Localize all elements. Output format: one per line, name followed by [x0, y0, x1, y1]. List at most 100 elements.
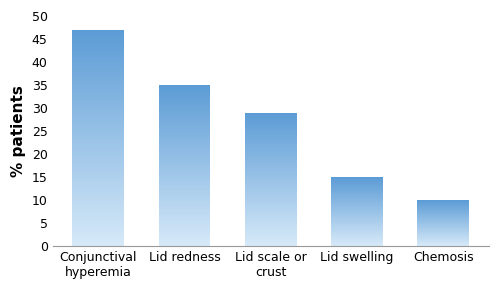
Bar	[158, 102, 210, 103]
Bar	[331, 226, 383, 227]
Bar	[158, 94, 210, 95]
Bar	[245, 147, 296, 148]
Bar	[72, 162, 124, 163]
Bar	[72, 62, 124, 64]
Bar	[245, 135, 296, 136]
Bar	[245, 238, 296, 239]
Bar	[245, 180, 296, 181]
Bar	[72, 186, 124, 188]
Bar	[72, 129, 124, 130]
Bar	[72, 174, 124, 175]
Bar	[245, 144, 296, 145]
Bar	[245, 155, 296, 156]
Bar	[72, 144, 124, 146]
Bar	[72, 90, 124, 92]
Bar	[245, 218, 296, 219]
Bar	[158, 126, 210, 127]
Bar	[158, 230, 210, 231]
Bar	[158, 239, 210, 240]
Bar	[72, 93, 124, 94]
Bar	[158, 238, 210, 239]
Bar	[331, 217, 383, 218]
Bar	[72, 163, 124, 164]
Bar	[158, 138, 210, 139]
Bar	[72, 74, 124, 75]
Bar	[158, 173, 210, 174]
Bar	[158, 129, 210, 130]
Bar	[158, 180, 210, 181]
Bar	[72, 88, 124, 89]
Bar	[72, 52, 124, 54]
Bar	[158, 118, 210, 119]
Bar	[245, 222, 296, 223]
Bar	[158, 182, 210, 183]
Bar	[245, 213, 296, 214]
Bar	[158, 165, 210, 166]
Bar	[72, 156, 124, 157]
Bar	[158, 194, 210, 195]
Bar	[245, 175, 296, 176]
Bar	[245, 199, 296, 200]
Bar	[158, 168, 210, 169]
Bar	[72, 152, 124, 153]
Bar	[245, 185, 296, 186]
Bar	[72, 178, 124, 179]
Bar	[158, 157, 210, 158]
Bar	[72, 192, 124, 193]
Bar	[72, 234, 124, 235]
Bar	[72, 60, 124, 61]
Bar	[245, 181, 296, 182]
Bar	[72, 164, 124, 165]
Bar	[72, 226, 124, 228]
Bar	[158, 227, 210, 228]
Bar	[72, 189, 124, 190]
Bar	[72, 97, 124, 98]
Bar	[245, 120, 296, 121]
Bar	[158, 214, 210, 215]
Bar	[245, 167, 296, 168]
Bar	[72, 125, 124, 126]
Bar	[245, 141, 296, 142]
Bar	[158, 229, 210, 230]
Bar	[72, 82, 124, 83]
Bar	[72, 230, 124, 231]
Bar	[72, 150, 124, 151]
Bar	[245, 125, 296, 126]
Bar	[72, 137, 124, 138]
Bar	[331, 203, 383, 204]
Bar	[72, 138, 124, 139]
Bar	[158, 90, 210, 91]
Bar	[72, 160, 124, 161]
Bar	[245, 165, 296, 166]
Bar	[72, 190, 124, 191]
Bar	[72, 95, 124, 96]
Bar	[245, 194, 296, 195]
Bar	[158, 147, 210, 148]
Bar	[158, 207, 210, 208]
Bar	[331, 238, 383, 239]
Bar	[331, 227, 383, 228]
Bar	[72, 124, 124, 125]
Bar	[331, 240, 383, 241]
Bar	[158, 110, 210, 111]
Bar	[245, 151, 296, 152]
Bar	[158, 86, 210, 87]
Bar	[158, 200, 210, 201]
Bar	[331, 233, 383, 234]
Bar	[158, 104, 210, 105]
Bar	[72, 64, 124, 66]
Bar	[331, 195, 383, 196]
Bar	[72, 222, 124, 223]
Bar	[331, 199, 383, 200]
Bar	[245, 115, 296, 116]
Bar	[158, 85, 210, 86]
Bar	[158, 185, 210, 186]
Bar	[331, 191, 383, 192]
Bar	[72, 213, 124, 214]
Bar	[331, 222, 383, 223]
Bar	[72, 205, 124, 206]
Bar	[158, 217, 210, 218]
Bar	[245, 152, 296, 153]
Bar	[331, 186, 383, 187]
Bar	[158, 133, 210, 134]
